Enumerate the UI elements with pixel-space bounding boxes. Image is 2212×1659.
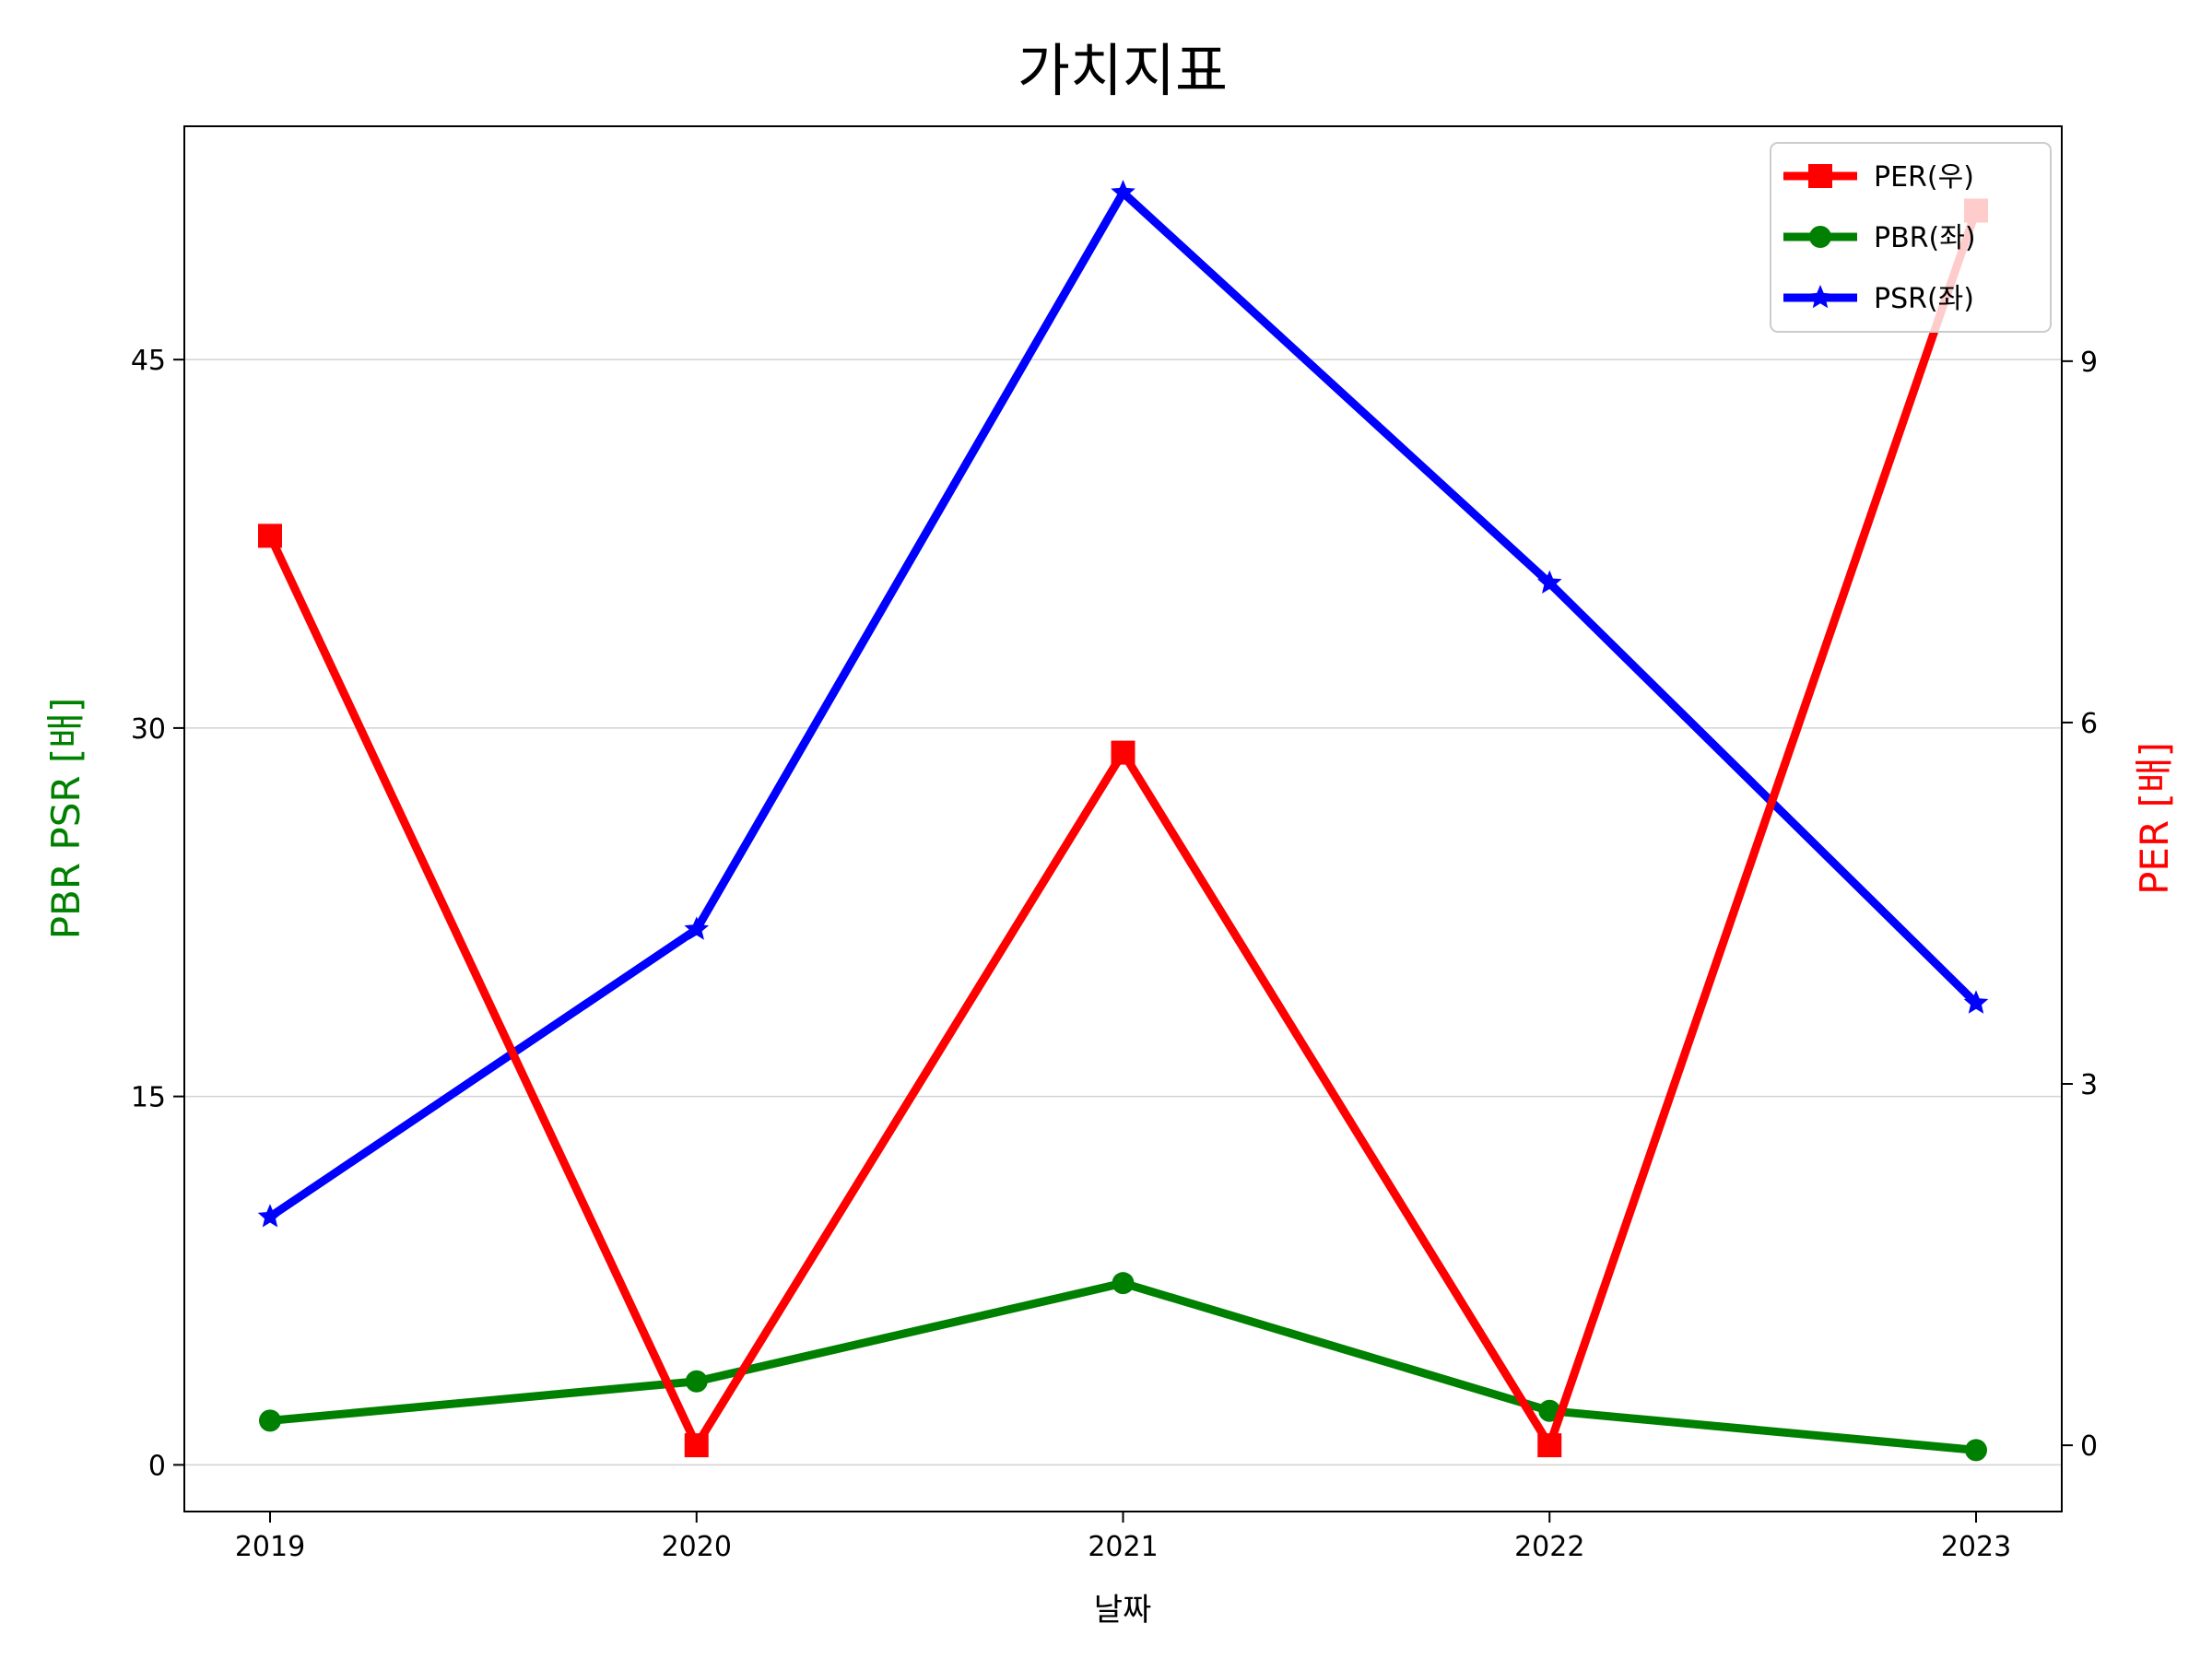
y-tick-label-right: 0 bbox=[2080, 1430, 2098, 1463]
series-2 bbox=[257, 180, 1989, 1228]
y-tick-label-left: 15 bbox=[131, 1082, 166, 1114]
legend-marker bbox=[1808, 164, 1832, 188]
legend-label: PBR(좌) bbox=[1874, 222, 1976, 254]
y-tick-label-left: 0 bbox=[148, 1450, 166, 1482]
y-tick-label-right: 6 bbox=[2080, 708, 2098, 740]
data-point bbox=[1536, 570, 1562, 594]
x-tick-label: 2022 bbox=[1514, 1531, 1584, 1563]
grid-lines bbox=[184, 359, 2062, 1466]
x-tick-label: 2020 bbox=[662, 1531, 732, 1563]
legend-marker bbox=[1807, 285, 1833, 309]
data-point bbox=[258, 524, 282, 548]
data-point bbox=[1111, 180, 1135, 204]
legend-label: PER(우) bbox=[1874, 161, 1974, 194]
x-tick-label: 2023 bbox=[1941, 1531, 2011, 1563]
legend-box bbox=[1770, 142, 2052, 333]
data-point bbox=[1538, 1399, 1561, 1422]
legend: PER(우) PBR(좌) PSR(좌) bbox=[1770, 142, 2052, 333]
tick-layer: 0 15 30 45 0 3 6 9 2019 2020 2021 2022 2023 bbox=[131, 345, 2098, 1563]
y-tick-label-right: 3 bbox=[2080, 1069, 2098, 1101]
data-point bbox=[1112, 1272, 1135, 1295]
data-point bbox=[685, 1370, 708, 1393]
legend-marker bbox=[1809, 226, 1831, 248]
y-tick-label-left: 30 bbox=[131, 713, 166, 746]
data-point bbox=[684, 1433, 709, 1458]
x-tick-label: 2021 bbox=[1088, 1531, 1158, 1563]
data-point bbox=[1963, 990, 1989, 1014]
x-tick-label: 2019 bbox=[235, 1531, 305, 1563]
y-tick-label-left: 45 bbox=[131, 345, 166, 377]
data-point bbox=[1111, 740, 1135, 765]
x-axis-label: 날짜 bbox=[1094, 1592, 1152, 1629]
y-axis-label-left: PBR PSR [배] bbox=[43, 698, 88, 940]
series-1 bbox=[259, 1272, 1987, 1462]
data-point bbox=[257, 1204, 283, 1228]
y-tick-label-right: 9 bbox=[2080, 347, 2098, 379]
data-point bbox=[259, 1409, 281, 1432]
y-axis-label-right: PER [배] bbox=[2132, 742, 2177, 895]
chart-title: 가치지표 bbox=[1018, 37, 1228, 104]
legend-label: PSR(좌) bbox=[1874, 283, 1974, 315]
data-point bbox=[684, 916, 710, 940]
data-point bbox=[1965, 1439, 1987, 1462]
data-point bbox=[1537, 1433, 1562, 1458]
